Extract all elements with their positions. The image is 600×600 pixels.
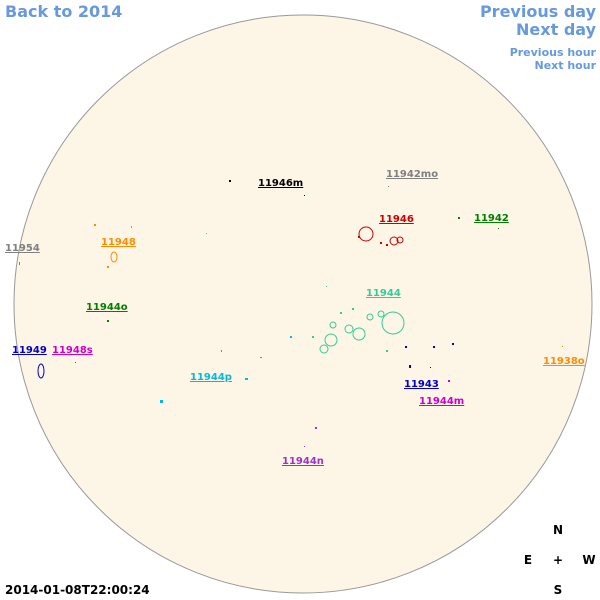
region-label[interactable]: 11954 bbox=[5, 243, 40, 254]
spot bbox=[319, 344, 329, 354]
dot bbox=[409, 365, 411, 368]
nav-link[interactable]: Next day bbox=[516, 20, 597, 39]
spot-dots bbox=[19, 180, 563, 447]
spot bbox=[366, 313, 374, 321]
compass-west: W bbox=[582, 553, 595, 567]
region-label[interactable]: 11938o bbox=[543, 356, 585, 367]
dot bbox=[340, 312, 342, 314]
dot bbox=[326, 286, 327, 287]
dot bbox=[107, 266, 109, 268]
solar-disk bbox=[13, 14, 593, 594]
compass-east: E bbox=[524, 553, 532, 567]
spot bbox=[358, 226, 374, 242]
region-label[interactable]: 11944n bbox=[282, 456, 324, 467]
dot bbox=[312, 336, 314, 338]
region-label[interactable]: 11944o bbox=[86, 302, 128, 313]
timestamp: 2014-01-08T22:00:24 bbox=[5, 583, 150, 597]
dot bbox=[131, 226, 132, 228]
region-label[interactable]: 11944 bbox=[366, 288, 401, 299]
region-label[interactable]: 11944m bbox=[419, 396, 464, 407]
region-labels: 11946m 11942mo 11946 11942 11948 11954 1… bbox=[5, 169, 585, 467]
spot bbox=[110, 251, 118, 263]
dot bbox=[290, 336, 292, 338]
spot bbox=[37, 363, 45, 379]
dot bbox=[221, 350, 222, 352]
dot bbox=[304, 195, 305, 196]
region-label[interactable]: 11943 bbox=[404, 379, 439, 390]
dot bbox=[562, 346, 563, 347]
compass-south: S bbox=[554, 583, 563, 597]
dot bbox=[448, 380, 450, 382]
region-label[interactable]: 11948s bbox=[52, 345, 93, 356]
dot bbox=[452, 343, 454, 345]
dot bbox=[160, 400, 163, 403]
compass-north: N bbox=[553, 523, 563, 537]
spot bbox=[396, 236, 404, 244]
dot bbox=[388, 186, 389, 187]
dot bbox=[229, 180, 231, 182]
region-label[interactable]: 11946 bbox=[379, 214, 414, 225]
dot bbox=[75, 362, 76, 363]
dot bbox=[245, 378, 248, 380]
spot bbox=[381, 311, 405, 335]
dot bbox=[405, 346, 407, 348]
dot bbox=[304, 446, 305, 447]
spot bbox=[389, 236, 399, 246]
dot bbox=[315, 427, 317, 429]
nav-link[interactable]: Previous hour bbox=[510, 46, 597, 59]
spot bbox=[324, 333, 338, 347]
spot bbox=[352, 327, 366, 341]
spot bbox=[344, 324, 354, 334]
nav-link[interactable]: Previous day bbox=[480, 2, 597, 21]
dot bbox=[498, 228, 499, 229]
region-label[interactable]: 11949 bbox=[12, 345, 47, 356]
spots bbox=[37, 226, 405, 379]
dot bbox=[386, 350, 388, 352]
region-label[interactable]: 11944p bbox=[190, 372, 232, 383]
spot bbox=[377, 310, 385, 318]
dot bbox=[19, 262, 20, 265]
region-label[interactable]: 11948 bbox=[101, 237, 136, 248]
dot bbox=[430, 367, 431, 368]
dot bbox=[352, 308, 354, 310]
region-label[interactable]: 11942 bbox=[474, 213, 509, 224]
dot bbox=[358, 236, 360, 238]
region-label[interactable]: 11946m bbox=[258, 178, 303, 189]
dot bbox=[260, 357, 262, 358]
compass-center: + bbox=[553, 553, 563, 567]
dot bbox=[107, 320, 109, 322]
dot bbox=[386, 244, 388, 246]
nav-link[interactable]: Back to 2014 bbox=[5, 2, 122, 21]
region-label[interactable]: 11942mo bbox=[386, 169, 438, 180]
dot bbox=[206, 233, 207, 234]
nav-link[interactable]: Next hour bbox=[535, 59, 597, 72]
dot bbox=[94, 224, 96, 226]
dot bbox=[458, 217, 460, 219]
dot bbox=[433, 346, 435, 348]
spot bbox=[329, 321, 337, 329]
dot bbox=[380, 242, 382, 244]
